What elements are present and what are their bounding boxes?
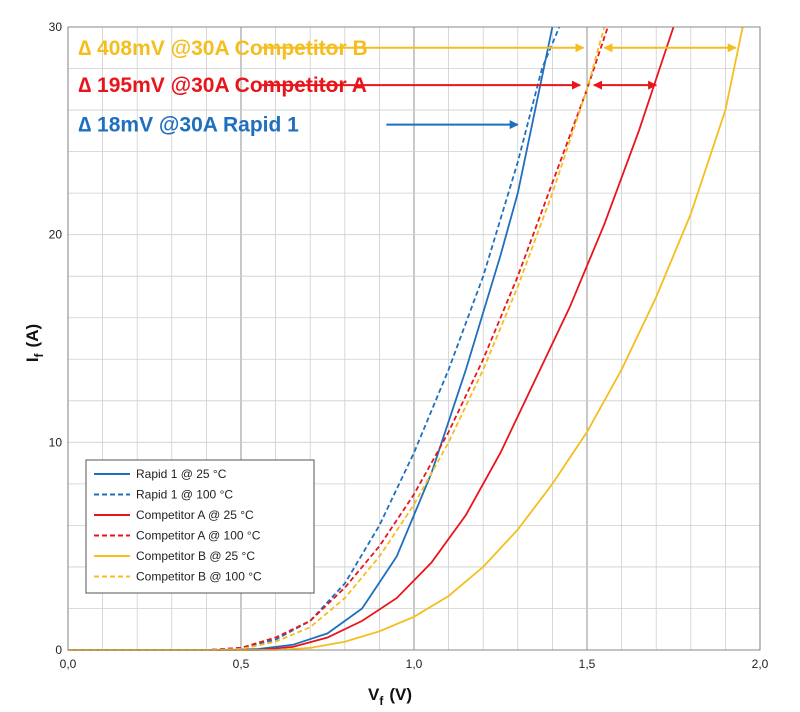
- series-line-3: [68, 26, 609, 651]
- y-tick-label: 20: [49, 228, 63, 242]
- y-tick-labels: 0 10 20 30: [49, 20, 63, 657]
- y-axis-label: If(A): [23, 324, 46, 362]
- grid-lines: [67, 26, 761, 651]
- x-axis-label: Vf (V): [368, 685, 412, 708]
- x-tick-label: 0,0: [60, 657, 77, 671]
- annotation-label-0: ∆ 408mV @30A Competitor B: [78, 37, 367, 60]
- series-line-4: [68, 26, 744, 651]
- legend-label-3: Competitor A @ 100 °C: [136, 529, 261, 543]
- series-line-2: [68, 26, 675, 651]
- y-tick-label: 0: [55, 643, 62, 657]
- annotation-label-1: ∆ 195mV @30A Competitor A: [78, 74, 367, 97]
- series-line-0: [68, 26, 554, 651]
- legend-label-1: Rapid 1 @ 100 °C: [136, 488, 233, 502]
- annotation-label-2: ∆ 18mV @30A Rapid 1: [78, 114, 299, 137]
- series-line-1: [68, 26, 561, 651]
- legend-box: [85, 459, 315, 594]
- y-tick-label: 30: [49, 20, 63, 34]
- x-tick-labels: 0,0 0,5 1,0 1,5 2,0: [60, 657, 769, 671]
- axes: [67, 26, 761, 651]
- x-tick-label: 0,5: [233, 657, 250, 671]
- legend-label-4: Competitor B @ 25 °C: [136, 549, 255, 563]
- x-tick-label: 1,0: [406, 657, 423, 671]
- x-tick-label: 1,5: [579, 657, 596, 671]
- delta-annotations: ∆ 408mV @30A Competitor B ∆ 195mV @30A Co…: [78, 37, 737, 137]
- y-tick-label: 10: [49, 435, 63, 449]
- x-tick-label: 2,0: [752, 657, 769, 671]
- legend: Rapid 1 @ 25 °C Rapid 1 @ 100 °C Competito…: [85, 459, 315, 594]
- series-curves: [68, 26, 744, 651]
- series-line-5: [68, 26, 606, 651]
- legend-label-5: Competitor B @ 100 °C: [136, 570, 262, 584]
- legend-label-2: Competitor A @ 25 °C: [136, 508, 254, 522]
- legend-label-0: Rapid 1 @ 25 °C: [136, 467, 227, 481]
- plot-frame: [67, 26, 761, 651]
